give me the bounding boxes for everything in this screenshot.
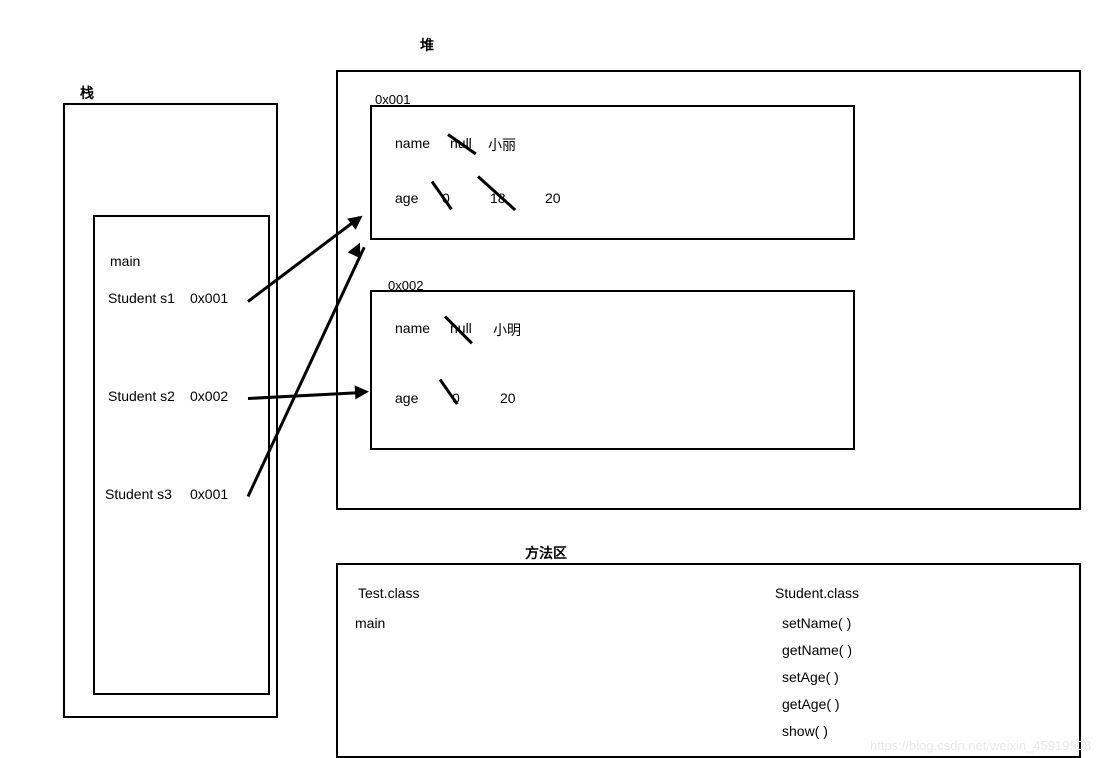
stack-s1-name: Student s1 <box>108 290 175 306</box>
test-main-label: main <box>355 615 385 631</box>
obj2-name-new: 小明 <box>493 320 521 340</box>
obj2-box <box>370 290 855 450</box>
stack-inner-box <box>93 215 270 695</box>
method-getage: getAge( ) <box>782 696 840 712</box>
stack-s2-name: Student s2 <box>108 388 175 404</box>
obj1-age-new: 20 <box>545 190 561 206</box>
stack-s3-addr: 0x001 <box>190 486 228 502</box>
method-area-box <box>336 563 1081 758</box>
stack-s1-addr: 0x001 <box>190 290 228 306</box>
method-getname: getName( ) <box>782 642 852 658</box>
obj1-name-label: name <box>395 135 430 151</box>
stack-main-label: main <box>110 253 140 269</box>
obj2-name-label: name <box>395 320 430 336</box>
student-class-label: Student.class <box>775 585 859 601</box>
obj2-age-new: 20 <box>500 390 516 406</box>
obj1-box <box>370 105 855 240</box>
stack-s2-addr: 0x002 <box>190 388 228 404</box>
arrow-s2-head <box>355 385 370 400</box>
test-class-label: Test.class <box>358 585 419 601</box>
stack-title: 栈 <box>80 83 94 103</box>
stack-s3-name: Student s3 <box>105 486 172 502</box>
watermark: https://blog.csdn.net/weixin_45919908 <box>870 738 1091 753</box>
obj2-age-label: age <box>395 390 418 406</box>
method-area-title: 方法区 <box>525 543 567 563</box>
obj1-age-label: age <box>395 190 418 206</box>
method-setname: setName( ) <box>782 615 851 631</box>
method-show: show( ) <box>782 723 828 739</box>
obj1-name-new: 小丽 <box>488 135 516 155</box>
heap-title: 堆 <box>420 35 434 55</box>
method-setage: setAge( ) <box>782 669 839 685</box>
